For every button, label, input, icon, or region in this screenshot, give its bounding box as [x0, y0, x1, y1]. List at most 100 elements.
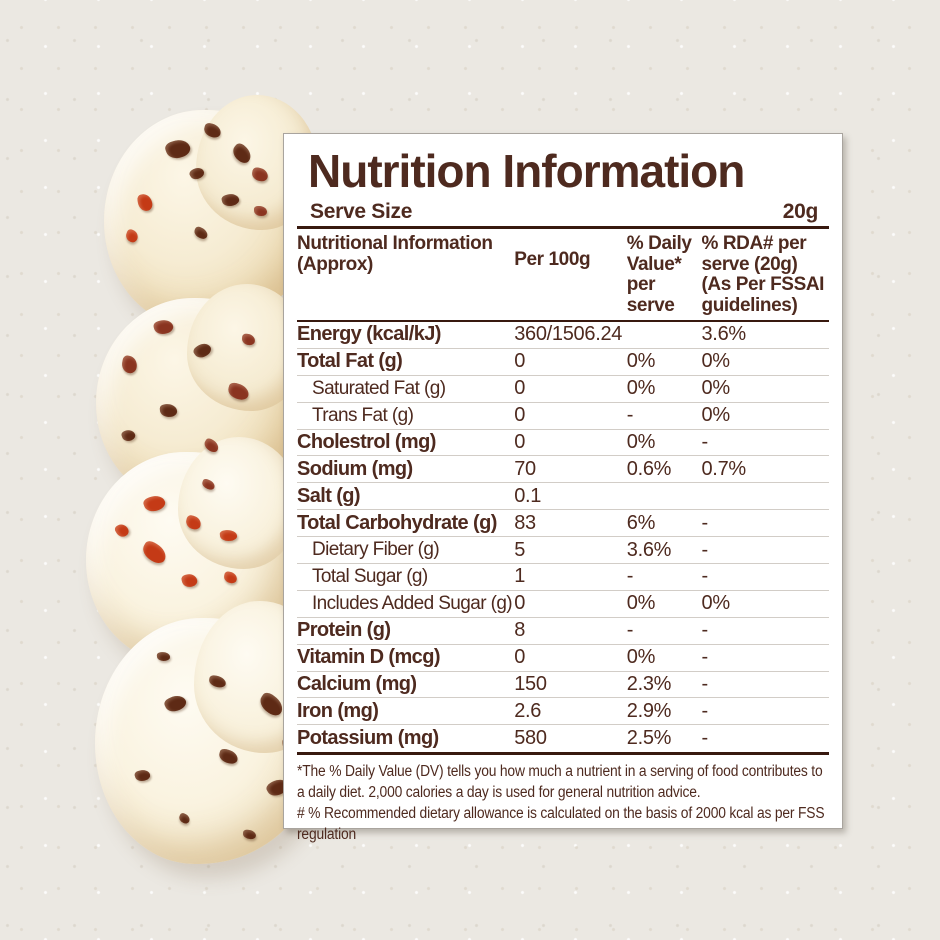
choc-chip — [188, 165, 206, 182]
cell-rda: - — [701, 431, 708, 453]
cell-dv: - — [626, 404, 634, 427]
choc-chip — [217, 747, 240, 766]
col-header-rda: % RDA# per serve (20g) (As Per FSSAI gui… — [701, 233, 825, 316]
footnote-daily-value: *The % Daily Value (DV) tells you how mu… — [297, 763, 823, 801]
cell-rda: - — [701, 646, 708, 669]
choc-chip — [133, 768, 152, 783]
cell-per: 0 — [514, 350, 526, 373]
cell-per: 0.1 — [514, 484, 542, 507]
nutrient-row: Protein (g) 8 - - — [297, 618, 829, 645]
col-header-nutritional-information: Nutritional Information (Approx) — [297, 233, 493, 275]
choc-chip — [202, 122, 223, 139]
red-chip — [180, 572, 199, 589]
choc-chip — [120, 354, 139, 375]
cell-name: Iron (mg) — [297, 699, 379, 722]
cell-dv: 0% — [626, 377, 656, 400]
footnotes: *The % Daily Value (DV) tells you how mu… — [297, 761, 833, 845]
cell-per: 0 — [514, 377, 526, 400]
cell-name: Total Fat (g) — [297, 350, 403, 373]
cell-dv: 6% — [626, 511, 656, 534]
cell-name: Protein (g) — [297, 619, 391, 642]
red-chip — [184, 514, 203, 531]
choc-chip — [241, 333, 256, 346]
red-chip — [223, 570, 238, 585]
cell-rda: - — [701, 727, 708, 750]
nutrient-row: Total Sugar (g) 1 - - — [297, 564, 829, 591]
col-header-per-100g: Per 100g — [514, 249, 591, 270]
choc-chip — [163, 136, 193, 162]
cell-dv: 0.6% — [626, 457, 672, 480]
nutrient-row: Trans Fat (g) 0 - 0% — [297, 403, 829, 430]
cell-dv: - — [626, 565, 634, 588]
cell-name: Saturated Fat (g) — [312, 377, 446, 399]
cell-rda: - — [701, 699, 708, 722]
cell-rda: 0% — [701, 350, 730, 373]
choc-chip — [159, 403, 178, 418]
cell-dv: 0% — [626, 646, 656, 669]
choc-chip — [156, 651, 171, 662]
cell-per: 580 — [514, 727, 547, 750]
cell-per: 1 — [514, 565, 526, 588]
nutrient-row: Vitamin D (mcg) 0 0% - — [297, 645, 829, 672]
cell-dv: 2.3% — [626, 673, 672, 696]
cell-dv: 2.5% — [626, 727, 672, 750]
choc-chip — [152, 317, 175, 337]
cell-per: 5 — [514, 538, 526, 561]
choc-chip — [192, 225, 210, 241]
cell-rda: 0% — [701, 377, 731, 400]
nutrient-row: Saturated Fat (g) 0 0% 0% — [297, 376, 829, 403]
cell-per: 360/1506.24 — [514, 323, 623, 346]
cell-per: 0 — [514, 404, 526, 427]
cell-per: 2.6 — [514, 699, 542, 722]
cell-rda: - — [701, 673, 708, 696]
divider-serve-size — [297, 226, 829, 229]
cell-name: Potassium (mg) — [297, 727, 439, 750]
cell-rda: - — [701, 565, 709, 588]
choc-chip — [242, 829, 257, 840]
choc-chip — [162, 692, 189, 715]
cell-name: Trans Fat (g) — [312, 404, 414, 426]
cell-dv: 3.6% — [626, 538, 672, 561]
footnote-rda: # % Recommended dietary allowance is cal… — [297, 805, 825, 843]
bun-image-3 — [86, 437, 301, 664]
choc-chip — [229, 141, 255, 166]
red-chip — [124, 228, 140, 244]
choc-chip — [200, 478, 217, 491]
nutrient-row: Potassium (mg) 580 2.5% - — [297, 725, 829, 752]
cell-dv: 0% — [626, 592, 656, 615]
cell-name: Sodium (mg) — [297, 457, 413, 480]
cell-per: 0 — [514, 431, 526, 453]
choc-chip — [191, 340, 214, 361]
nutrient-row: Calcium (mg) 150 2.3% - — [297, 672, 829, 699]
red-chip — [113, 521, 131, 540]
divider-footnotes — [297, 752, 829, 755]
cell-name: Energy (kcal/kJ) — [297, 323, 441, 346]
cell-name: Vitamin D (mcg) — [297, 646, 440, 669]
choc-chip — [254, 206, 267, 216]
nutrient-row: Sodium (mg) 70 0.6% 0.7% — [297, 456, 829, 484]
nutrition-label: Nutrition Information Serve Size 20g Nut… — [283, 133, 843, 843]
red-chip — [136, 192, 154, 213]
cell-name: Includes Added Sugar (g) — [312, 592, 513, 614]
cell-per: 70 — [514, 457, 536, 480]
nutrient-row: Iron (mg) 2.6 2.9% - — [297, 698, 829, 726]
choc-chip — [226, 381, 251, 402]
cell-name: Total Carbohydrate (g) — [297, 511, 497, 534]
cell-name: Calcium (mg) — [297, 673, 417, 696]
choc-chip — [177, 812, 192, 825]
cell-per: 83 — [514, 511, 536, 534]
nutrient-row: Energy (kcal/kJ) 360/1506.24 3.6% — [297, 322, 829, 349]
cell-rda: 0.7% — [701, 457, 746, 480]
serve-size-value: 20g — [782, 200, 819, 223]
nutrient-row: Cholestrol (mg) 0 0% - — [297, 430, 829, 457]
choc-chip — [120, 428, 137, 443]
nutrient-row: Salt (g) 0.1 — [297, 483, 829, 511]
cell-per: 150 — [514, 673, 547, 696]
label-title: Nutrition Information — [308, 145, 745, 197]
red-chip — [139, 538, 170, 567]
cell-rda: - — [701, 538, 709, 561]
cell-dv: - — [626, 619, 634, 642]
nutrient-row: Total Carbohydrate (g) 83 6% - — [297, 510, 829, 538]
serve-size-label: Serve Size — [310, 200, 413, 223]
